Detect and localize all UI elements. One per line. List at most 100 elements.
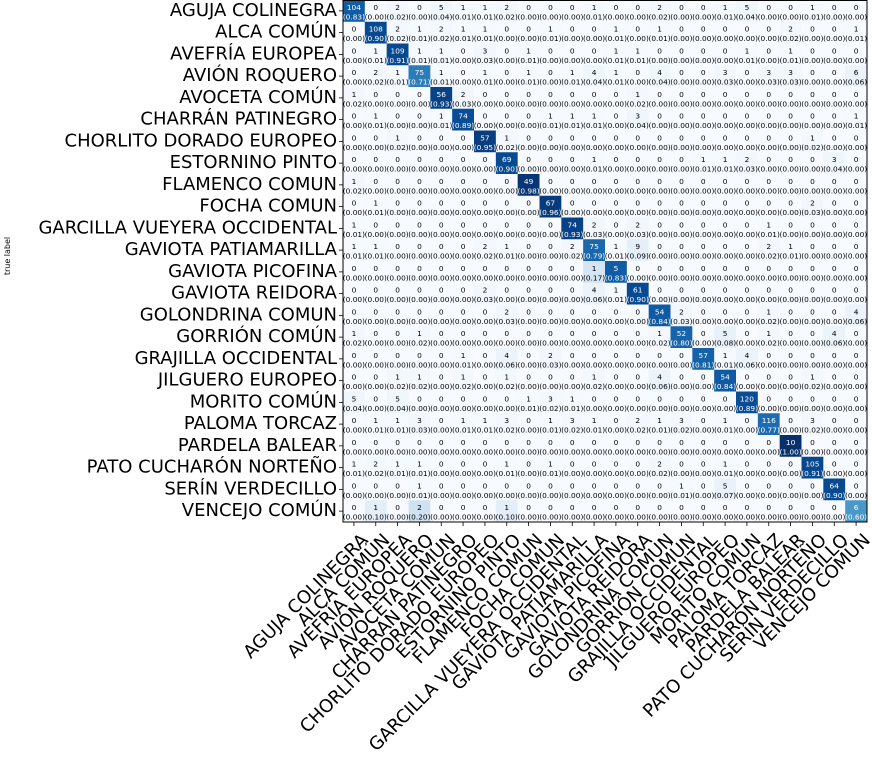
cell-fill [736,435,759,458]
matrix-cell: 0(0.00) [343,435,365,458]
cell-fill [517,435,540,458]
cell-fill [561,348,584,371]
cell-fraction: (0.03) [408,426,430,435]
matrix-cell: 0(0.00) [801,21,824,44]
cell-fill [605,456,628,479]
matrix-cell: 0(0.00) [583,21,605,44]
matrix-cell: 0(0.00) [714,21,736,44]
matrix-cell: 0(0.00) [474,435,496,458]
cell-fill [626,217,649,240]
cell-fill [605,369,628,392]
cell-fraction: (0.00) [627,339,649,348]
cell-fill [408,282,431,305]
cell-fill [364,456,387,479]
cell-fraction: (0.00) [561,317,583,326]
cell-count: 0 [352,307,357,316]
matrix-cell: 0(0.00) [605,435,627,458]
cell-fraction: (0.03) [758,78,780,87]
cell-fill [539,217,562,240]
cell-count: 0 [745,264,750,273]
matrix-cell: 0(0.00) [343,261,365,284]
matrix-cell: 0(0.00) [539,174,562,197]
cell-fraction: (0.00) [430,165,452,174]
cell-fraction: (0.00) [539,273,561,282]
cell-count: 0 [483,503,488,512]
cell-count: 0 [352,112,357,121]
cell-count: 105 [805,460,819,469]
cell-fill [561,239,584,262]
matrix-cell: 1(0.02) [343,87,365,110]
cell-fill [823,217,846,240]
cell-count: 1 [570,394,575,403]
matrix-cell: 0(0.00) [758,0,780,23]
cell-count: 0 [788,3,793,12]
matrix-cell: 1(0.01) [517,65,540,88]
matrix-cell: 2(0.02) [365,65,387,88]
cell-fraction: (0.00) [430,186,452,195]
cell-count: 0 [832,438,837,447]
cell-fill [823,174,846,197]
row-tick-label: FOCHA COMUN [199,196,337,217]
cell-fill [386,195,409,218]
cell-fill [757,500,780,523]
cell-count: 0 [810,394,815,403]
cell-fraction: (0.00) [496,56,518,65]
cell-fraction: (0.00) [561,513,583,522]
cell-count: 0 [504,220,509,229]
cell-fill [670,65,693,88]
cell-fill [343,304,366,327]
cell-fraction: (0.00) [408,447,430,456]
cell-fill [626,130,649,153]
cell-fraction: (0.00) [758,404,780,413]
cell-fraction: (0.00) [823,426,845,435]
cell-fill [845,0,868,23]
cell-fill [430,152,453,175]
matrix-cell: 0(0.00) [561,0,583,23]
cell-fill [364,413,387,436]
cell-fill [430,391,453,414]
matrix-cell: 57(0.81) [692,348,714,371]
cell-fraction: (0.02) [627,99,649,108]
cell-fraction: (0.91) [386,56,408,65]
matrix-cell: 0(0.00) [430,369,452,392]
matrix-cell: 1(0.01) [365,195,387,218]
cell-fill [757,413,780,436]
cell-count: 2 [635,416,640,425]
cell-fraction: (0.00) [474,208,496,217]
cell-fill [845,304,868,327]
cell-count: 0 [657,394,662,403]
cell-count: 0 [679,242,684,251]
cell-fill [408,21,431,44]
matrix-cell: 0(0.00) [517,304,540,327]
matrix-cell: 0(0.00) [517,369,540,392]
cell-fraction: (0.02) [365,78,387,87]
matrix-cell: 0(0.00) [517,0,540,23]
matrix-cell: 0(0.00) [670,152,693,175]
cell-count: 0 [570,460,575,469]
cell-fraction: (0.00) [408,360,430,369]
cell-fraction: (0.00) [779,208,801,217]
cell-fraction: (0.00) [823,34,845,43]
cell-fill [539,130,562,153]
cell-fill [823,348,846,371]
cell-fill [408,348,431,371]
cell-fraction: (0.00) [561,360,583,369]
matrix-cell: 0(0.00) [758,435,780,458]
cell-fraction: (0.00) [779,339,801,348]
cell-count: 4 [745,351,750,360]
cell-count: 0 [635,155,640,164]
matrix-cell: 0(0.00) [496,21,518,44]
cell-count: 0 [439,503,444,512]
cell-fraction: (0.00) [758,360,780,369]
matrix-cell: 0(0.00) [430,456,452,479]
cell-fill [626,456,649,479]
cell-fraction: (0.00) [758,469,780,478]
cell-fill [714,65,737,88]
cell-count: 0 [635,25,640,34]
cell-fill [757,478,780,501]
cell-fill [670,500,693,523]
cell-fill [452,413,475,436]
cell-count: 56 [437,90,447,99]
matrix-cell: 0(0.00) [430,435,452,458]
cell-fraction: (0.00) [343,208,365,217]
